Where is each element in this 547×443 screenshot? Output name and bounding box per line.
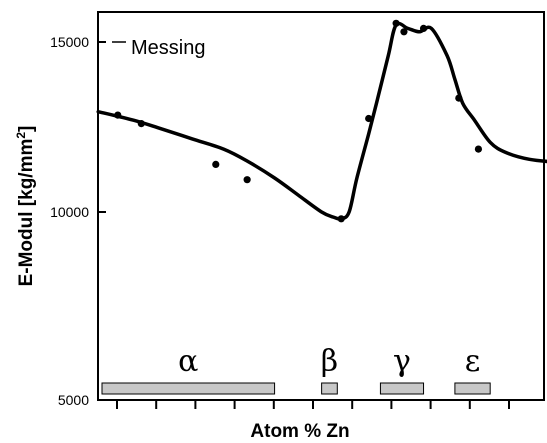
data-point-3 [243,176,251,184]
data-point-1 [137,120,145,128]
phase-bar-2 [379,382,425,395]
data-point-0 [114,111,122,119]
data-point-5 [365,114,373,123]
y-axis-title-sup: 2 [14,132,28,139]
data-point-9 [455,94,463,102]
y-tick-label-10000: 10000 [50,204,89,220]
phase-label-1: β [321,344,338,379]
data-point-4 [337,215,345,223]
data-points [114,19,483,223]
data-point-8 [419,24,428,32]
phase-bar-3 [454,382,491,395]
x-axis-ticks [116,401,510,409]
data-point-7 [400,28,408,36]
data-point-2 [212,160,220,168]
plot-frame [97,11,545,401]
phase-label-0: α [178,344,198,379]
y-axis-title-tail: ] [16,126,37,132]
y-tick-label-5000: 5000 [58,392,89,408]
y-axis-title: E-Modul [kg/mm2] [14,126,37,287]
phase-label-2: γ [393,344,411,379]
y-axis-title-main: E-Modul [kg/mm [16,139,37,287]
data-point-10 [474,145,483,153]
phase-label-3: ε [465,344,481,379]
x-axis-title: Atom % Zn [250,421,349,442]
phase-bar-0 [101,382,276,395]
phase-bars: αβγεη [101,344,491,395]
y-axis-ticks: 5000 10000 15000 [50,34,106,408]
data-point-6 [392,19,400,27]
y-tick-label-15000: 15000 [50,34,89,50]
phase-bar-1 [321,382,338,395]
annotation-messing: Messing [131,37,205,59]
